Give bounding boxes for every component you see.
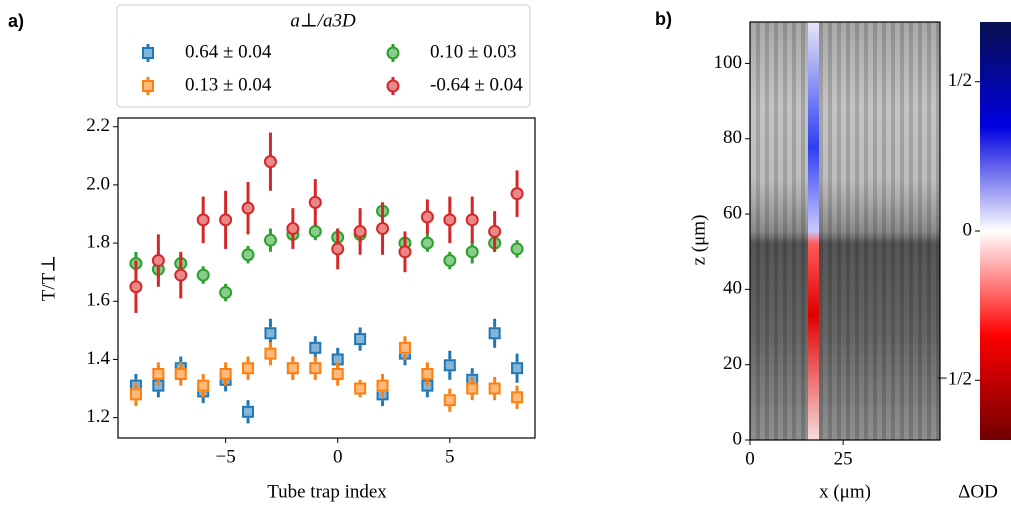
- marker: [151, 254, 165, 268]
- colorbar-tick-label: 1/2: [948, 70, 972, 91]
- y-axis-label: z (μm): [688, 215, 709, 266]
- x-axis-label: x (μm): [819, 481, 871, 502]
- marker: [511, 362, 524, 375]
- y-tick-label: 20: [723, 353, 742, 374]
- panel-label: b): [655, 9, 672, 29]
- marker: [488, 382, 501, 395]
- marker: [353, 224, 367, 238]
- marker: [174, 268, 188, 282]
- x-tick-label: −5: [216, 446, 236, 467]
- x-tick-label: 5: [445, 446, 455, 467]
- marker: [263, 155, 277, 169]
- x-tick-label: 25: [834, 448, 853, 469]
- colorbar: [980, 22, 1011, 440]
- marker: [510, 187, 524, 201]
- marker: [219, 286, 233, 300]
- marker: [142, 80, 154, 92]
- marker: [488, 224, 502, 238]
- marker: [511, 391, 524, 404]
- y-tick-label: 1.4: [86, 348, 110, 369]
- marker: [197, 379, 210, 392]
- marker: [241, 248, 255, 262]
- marker: [129, 388, 142, 401]
- marker: [443, 213, 457, 227]
- marker: [242, 405, 255, 418]
- marker: [264, 347, 277, 360]
- y-tick-label: 1.6: [86, 290, 110, 311]
- legend-label: -0.64 ± 0.04: [430, 74, 523, 95]
- legend-title: a⊥/a3D: [290, 10, 356, 31]
- x-tick-label: 0: [333, 446, 343, 467]
- marker: [241, 201, 255, 215]
- marker: [219, 368, 232, 380]
- y-tick-label: 0: [733, 428, 743, 449]
- marker: [286, 362, 299, 375]
- marker: [308, 195, 322, 209]
- plot-frame: [117, 117, 536, 439]
- legend-box: [116, 4, 531, 108]
- series: [129, 202, 524, 302]
- marker: [331, 242, 345, 256]
- legend-label: 0.64 ± 0.04: [185, 41, 272, 62]
- marker: [443, 254, 457, 268]
- marker: [354, 382, 367, 395]
- marker: [264, 327, 277, 340]
- marker: [196, 268, 210, 282]
- marker: [386, 79, 400, 93]
- plot-frame: [749, 21, 941, 441]
- marker: [421, 368, 434, 380]
- panel-label: a): [8, 11, 24, 31]
- marker: [398, 245, 412, 259]
- image-fringes: [750, 22, 940, 440]
- marker: [443, 394, 456, 407]
- y-tick-label: 80: [723, 127, 742, 148]
- difference-strip: [808, 22, 819, 440]
- colorbar-label: ΔOD: [958, 481, 998, 502]
- marker: [376, 222, 390, 236]
- marker: [263, 233, 277, 247]
- y-tick-label: 60: [723, 202, 742, 223]
- marker: [309, 362, 322, 375]
- marker: [308, 224, 322, 238]
- y-tick-label: 1.2: [86, 406, 110, 427]
- marker: [386, 46, 400, 60]
- series: [129, 132, 524, 313]
- x-tick-label: 0: [745, 448, 755, 469]
- legend-label: 0.10 ± 0.03: [430, 41, 516, 62]
- marker: [510, 242, 524, 256]
- y-tick-label: 2.2: [86, 115, 110, 136]
- y-tick-label: 1.8: [86, 231, 110, 252]
- marker: [443, 359, 456, 372]
- y-axis-label: T/T⊥: [38, 255, 59, 301]
- marker: [196, 213, 210, 227]
- colorbar-tick-label: 0: [963, 219, 973, 240]
- marker: [466, 382, 479, 395]
- marker: [142, 47, 154, 59]
- marker: [354, 333, 367, 346]
- y-tick-label: 2.0: [86, 173, 110, 194]
- y-tick-label: 100: [714, 52, 743, 73]
- marker: [174, 368, 187, 380]
- marker: [420, 236, 434, 250]
- marker: [219, 213, 233, 227]
- marker: [465, 245, 479, 259]
- marker: [331, 368, 344, 380]
- marker: [309, 341, 322, 354]
- x-axis-label: Tube trap index: [267, 481, 387, 502]
- marker: [465, 213, 479, 227]
- series: [129, 336, 524, 412]
- colorbar-tick-label: −1/2: [937, 369, 972, 390]
- marker: [286, 222, 300, 236]
- marker: [488, 327, 501, 340]
- marker: [129, 280, 143, 294]
- marker: [376, 379, 389, 392]
- y-tick-label: 40: [723, 278, 742, 299]
- marker: [398, 341, 411, 354]
- marker: [420, 210, 434, 224]
- marker: [242, 362, 255, 375]
- marker: [152, 368, 165, 380]
- series: [129, 318, 524, 424]
- legend-label: 0.13 ± 0.04: [185, 74, 272, 95]
